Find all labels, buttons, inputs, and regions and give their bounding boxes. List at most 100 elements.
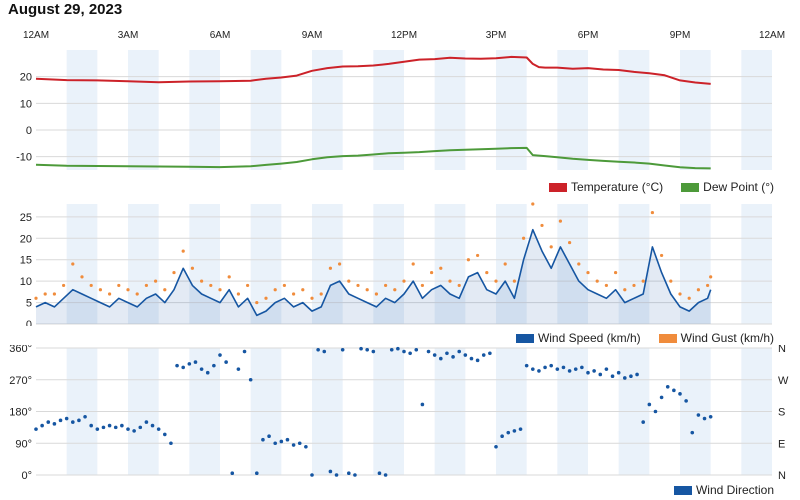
wind-direction-point: [684, 399, 688, 403]
wind-direction-point: [248, 377, 253, 382]
hour-band: [250, 204, 282, 324]
wind-gust-point: [641, 279, 645, 283]
wind-direction-point: [107, 423, 112, 428]
wind-gust-point: [347, 279, 351, 283]
wind-gust-point: [163, 288, 167, 292]
wind-gust-point: [503, 262, 507, 266]
wind-direction-panel: 0° 90° 180° 270° 360° N E S W N: [0, 345, 800, 480]
wind-gust-point: [568, 240, 572, 245]
y-tick-label-right: S: [778, 407, 785, 419]
wind-direction-point: [113, 425, 118, 430]
hour-band: [557, 50, 588, 170]
wind-direction-point: [659, 395, 664, 400]
wind-direction-point: [439, 356, 443, 361]
wind-direction-point: [101, 425, 106, 430]
wind-gust-point: [540, 223, 544, 228]
wind-direction-point: [616, 370, 621, 375]
wind-direction-point: [163, 432, 167, 437]
wind-gust-point: [549, 245, 553, 249]
wind-gust-point: [117, 283, 121, 288]
y-tick-label: 0: [26, 125, 32, 137]
wind-direction-point: [573, 367, 578, 371]
legend-item-wind-direction[interactable]: Wind Direction: [673, 483, 774, 497]
wind-direction-point: [64, 416, 69, 421]
wind-gust-point: [393, 288, 397, 292]
hour-band: [312, 204, 343, 324]
wind-direction-point: [647, 402, 652, 407]
wind-direction-point: [420, 402, 425, 407]
wind-direction-point: [261, 437, 265, 442]
y-tick-label-right: E: [778, 438, 785, 450]
wind-gust-point: [687, 296, 691, 300]
legend-item-wind-speed[interactable]: Wind Speed (km/h): [515, 331, 641, 345]
wind-direction-point: [328, 469, 333, 474]
wind-gust-point: [402, 279, 406, 283]
y-tick-label: 90°: [15, 438, 32, 450]
wind-direction-point: [58, 418, 63, 423]
wind-gust-point: [430, 270, 434, 275]
wind-gust-point: [614, 270, 618, 275]
wind-direction-point: [297, 441, 302, 446]
wind-direction-point: [304, 444, 308, 449]
y-tick-label-right: N: [778, 345, 786, 355]
wind-gust-point: [71, 262, 75, 266]
wind-direction-point: [426, 349, 431, 354]
wind-direction-point: [500, 434, 504, 438]
wind-direction-point: [187, 362, 192, 366]
y-tick-label: -10: [16, 152, 32, 164]
wind-gust-point: [669, 279, 673, 283]
wind-speed-line-area: [36, 229, 711, 324]
wind-direction-point: [279, 439, 284, 444]
temperature-line: [35, 55, 711, 85]
hour-band: [618, 204, 650, 324]
wind-direction-point: [291, 443, 296, 447]
hour-band: [618, 50, 650, 170]
wind-gust-point: [457, 283, 461, 288]
wind-gust-point: [420, 283, 424, 288]
wind-gust-point: [476, 253, 480, 258]
wind-direction-point: [598, 372, 603, 377]
y-tick-label: 5: [26, 298, 32, 310]
wind-gust-point: [374, 292, 378, 296]
wind-direction-point: [586, 370, 590, 375]
wind-gust-point: [172, 270, 176, 275]
wind-direction-point: [653, 409, 658, 414]
legend-item-temperature[interactable]: Temperature (°C): [549, 180, 663, 194]
wind-direction-point: [629, 374, 633, 379]
wind-direction-point: [506, 430, 511, 435]
wind-direction-point: [555, 367, 560, 371]
wind-direction-point: [623, 376, 627, 380]
wind-gust-point: [273, 288, 277, 292]
wind-direction-point: [77, 418, 81, 423]
hour-band: [189, 204, 220, 324]
legend-item-wind-gust[interactable]: Wind Gust (km/h): [658, 331, 774, 345]
hour-band: [680, 50, 711, 170]
legend-label-wind-gust: Wind Gust (km/h): [680, 331, 774, 345]
legend-item-dew-point[interactable]: Dew Point (°): [681, 180, 774, 194]
y-tick-label: 360°: [9, 345, 32, 355]
wind-speed-panel: 0 5 10 15 20 25: [0, 196, 800, 326]
wind-direction-point: [457, 349, 462, 354]
wind-direction-point: [475, 358, 480, 363]
hour-band: [434, 204, 466, 324]
wind-direction-point: [543, 365, 547, 370]
wind-gust-point: [586, 270, 590, 275]
wind-gust-point: [706, 283, 710, 288]
wind-gust-point: [301, 288, 305, 292]
wind-direction-point: [708, 414, 713, 419]
wind-gust-point: [494, 279, 498, 283]
wind-gust-point: [338, 262, 342, 266]
hour-band: [128, 204, 159, 324]
wind-gust-point: [466, 258, 470, 262]
wind-direction-point: [89, 423, 93, 428]
wind-direction-point: [150, 423, 155, 428]
wind-legend: Wind Speed (km/h) Wind Gust (km/h): [515, 331, 774, 345]
wind-direction-point: [46, 420, 51, 424]
wind-gust-point: [522, 236, 526, 240]
wind-gust-point: [89, 283, 93, 288]
wind-direction-point: [126, 427, 130, 431]
wind-gust-point: [246, 283, 250, 288]
wind-gust-point: [181, 249, 185, 253]
wind-direction-point: [451, 355, 455, 359]
wind-direction-point: [138, 425, 143, 430]
